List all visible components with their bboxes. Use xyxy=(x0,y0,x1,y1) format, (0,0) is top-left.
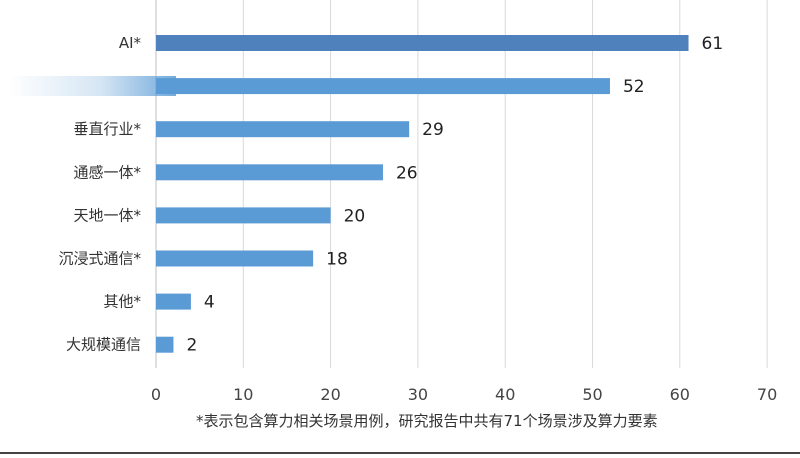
bar xyxy=(156,250,314,267)
category-label: 沉浸式通信* xyxy=(58,250,141,268)
bar xyxy=(156,336,174,353)
bar xyxy=(156,207,331,224)
data-label: 18 xyxy=(326,250,348,270)
x-tick-label: 40 xyxy=(495,385,515,404)
data-label: 20 xyxy=(344,206,366,226)
bar xyxy=(156,164,383,181)
obscured-label-region xyxy=(8,76,176,96)
chart-footnote: *表示包含算力相关场景用例，研究报告中共有71个场景涉及算力要素 xyxy=(196,412,658,430)
x-tick-label: 10 xyxy=(233,385,253,404)
data-label: 29 xyxy=(422,120,444,140)
x-tick-label: 60 xyxy=(670,385,690,404)
x-tick-label: 50 xyxy=(582,385,602,404)
data-label: 61 xyxy=(702,34,724,54)
category-label: 其他* xyxy=(103,293,141,311)
data-label: 26 xyxy=(396,163,418,183)
x-tick-label: 30 xyxy=(408,385,428,404)
category-label: 垂直行业* xyxy=(73,120,141,138)
bottom-divider xyxy=(0,452,800,454)
data-label: 4 xyxy=(204,293,215,313)
category-label: 天地一体* xyxy=(73,206,141,224)
x-tick-label: 0 xyxy=(151,385,161,404)
category-label: 通感一体* xyxy=(73,163,141,181)
bar xyxy=(156,293,191,310)
data-label: 52 xyxy=(623,77,645,97)
category-label: AI* xyxy=(119,34,142,52)
bar xyxy=(156,121,410,138)
bar xyxy=(156,78,610,95)
x-tick-label: 70 xyxy=(757,385,777,404)
category-label: 大规模通信 xyxy=(66,336,141,354)
data-label: 2 xyxy=(186,336,197,356)
x-tick-label: 20 xyxy=(320,385,340,404)
bar xyxy=(156,35,689,51)
